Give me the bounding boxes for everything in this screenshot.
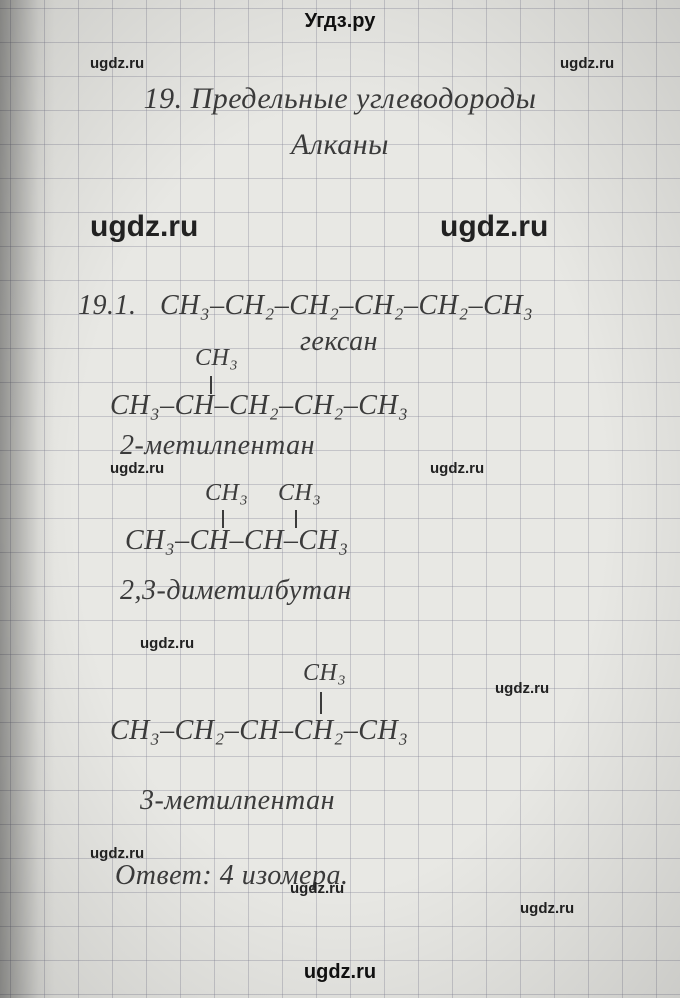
watermark-small: ugdz.ru [110, 460, 164, 477]
watermark-small: ugdz.ru [290, 880, 344, 897]
isomer4-name: 3-метилпентан [140, 785, 335, 817]
watermark-large: ugdz.ru [90, 210, 198, 244]
section-title-line1: 19. Предельные углеводороды [0, 82, 680, 116]
isomer3-chain: CH₃–CH–CH–CH₃ [125, 525, 349, 557]
isomer3-name: 2,3-диметилбутан [120, 575, 352, 607]
isomer2-name: 2-метилпентан [120, 430, 315, 462]
exercise-number: 19.1. [78, 290, 137, 322]
watermark-small: ugdz.ru [495, 680, 549, 697]
watermark-small: ugdz.ru [520, 900, 574, 917]
watermark-small: ugdz.ru [90, 55, 144, 72]
site-footer: ugdz.ru [0, 961, 680, 984]
isomer4-chain: CH₃–CH₂–CH–CH₂–CH₃ [110, 715, 408, 747]
section-title-line2: Алканы [0, 128, 680, 162]
watermark-small: ugdz.ru [140, 635, 194, 652]
isomer1-name: гексан [300, 326, 378, 358]
isomer2-branch: CH₃ [195, 345, 238, 372]
isomer3-branch2: CH₃ [278, 480, 321, 507]
watermark-small: ugdz.ru [560, 55, 614, 72]
isomer2-chain: CH₃–CH–CH₂–CH₂–CH₃ [110, 390, 408, 422]
isomer4-bond [320, 692, 322, 714]
isomer3-branch1: CH₃ [205, 480, 248, 507]
isomer4-branch: CH₃ [303, 660, 346, 687]
watermark-large: ugdz.ru [440, 210, 548, 244]
isomer1-formula: CH₃–CH₂–CH₂–CH₂–CH₂–CH₃ [160, 290, 533, 322]
site-header: Угдз.ру [0, 10, 680, 33]
watermark-small: ugdz.ru [430, 460, 484, 477]
